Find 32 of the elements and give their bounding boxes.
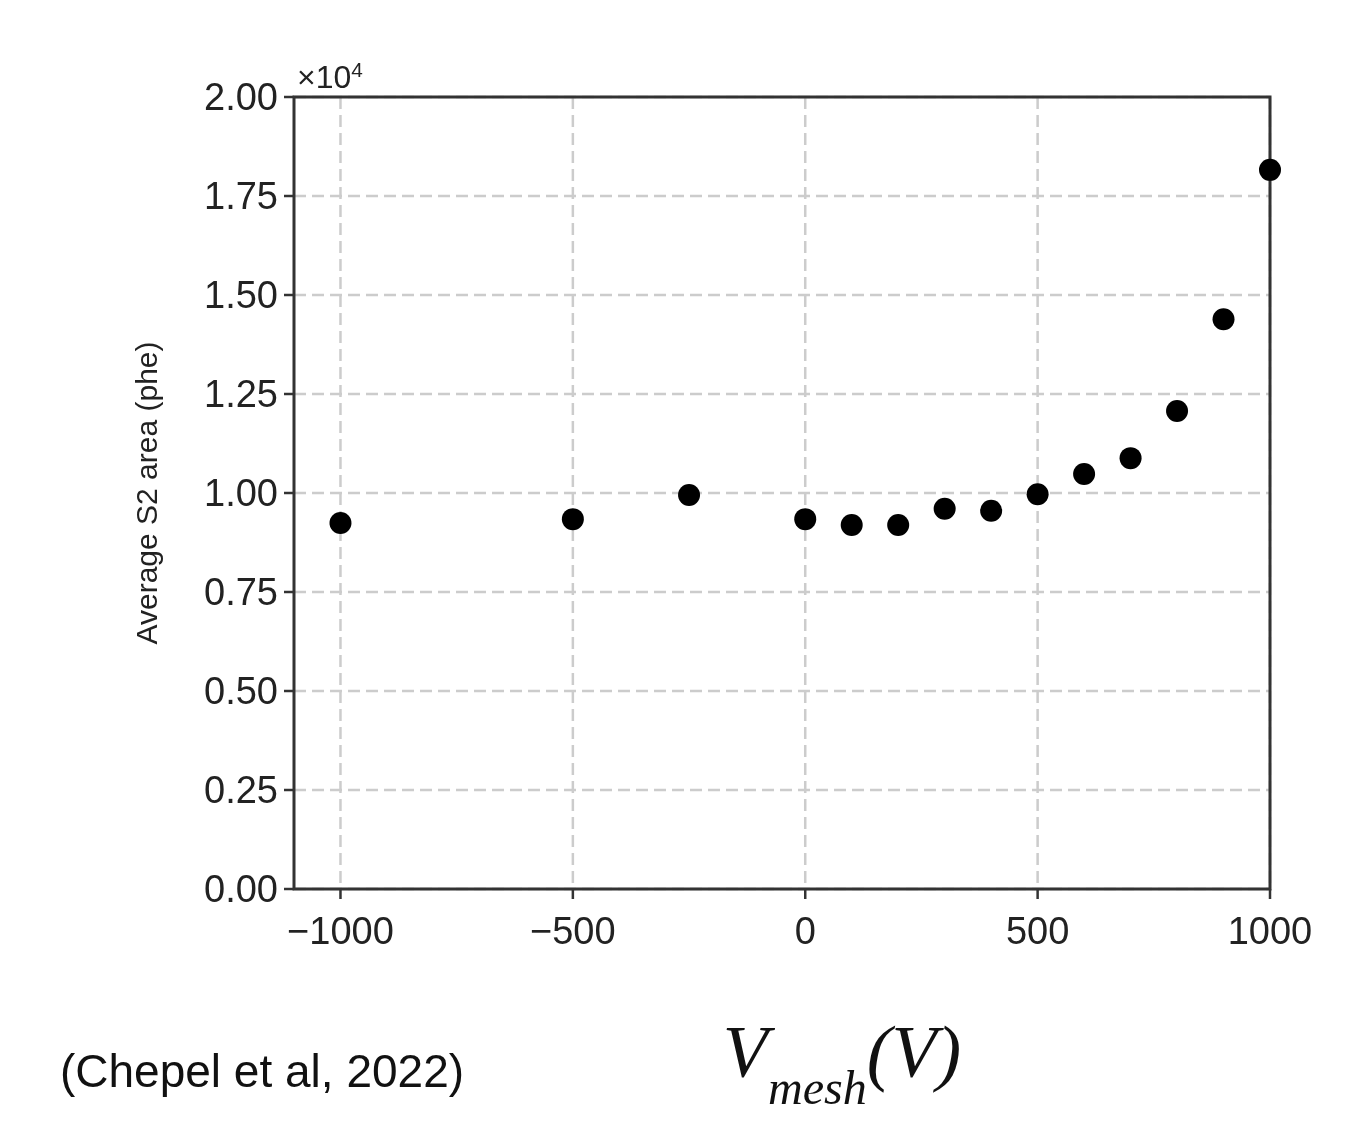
point: [1026, 483, 1049, 506]
point: [1119, 447, 1142, 470]
y-tick-label: 1.50: [204, 274, 278, 317]
x-tick-label: 500: [1005, 910, 1070, 952]
point: [840, 514, 863, 537]
point: [678, 483, 701, 506]
point: [887, 514, 910, 537]
y-tick-label: 0.75: [204, 571, 278, 614]
point: [980, 499, 1003, 522]
y-tick-label: 2.00: [204, 76, 278, 119]
point: [1166, 400, 1189, 423]
y-tick-label: 1.75: [204, 175, 278, 218]
point: [1259, 158, 1281, 181]
x-tick-label: 1000: [1227, 910, 1313, 952]
point: [933, 497, 956, 520]
point: [1073, 462, 1096, 485]
x-axis-title: V$_{mesh}$(V): [722, 1011, 962, 1114]
text: (Chepel et al, 2022): [60, 1045, 465, 1097]
y-tick-label: 0.50: [204, 670, 278, 713]
x-tick-label: 0: [794, 910, 816, 952]
point: [561, 508, 584, 531]
y-axis-title: Average S2 area (phe): [130, 341, 163, 645]
y-tick-label: 1.00: [204, 472, 278, 515]
x-tick-label: −500: [530, 910, 616, 952]
x-tick-label: −1000: [287, 910, 394, 952]
text: ×10$^{4}$: [297, 57, 363, 95]
point: [1212, 308, 1235, 331]
y-tick-label: 0.00: [204, 868, 278, 911]
point: [329, 512, 352, 535]
y-tick-label: 1.25: [204, 373, 278, 416]
y-tick-label: 0.25: [204, 769, 278, 812]
point: [794, 508, 817, 531]
